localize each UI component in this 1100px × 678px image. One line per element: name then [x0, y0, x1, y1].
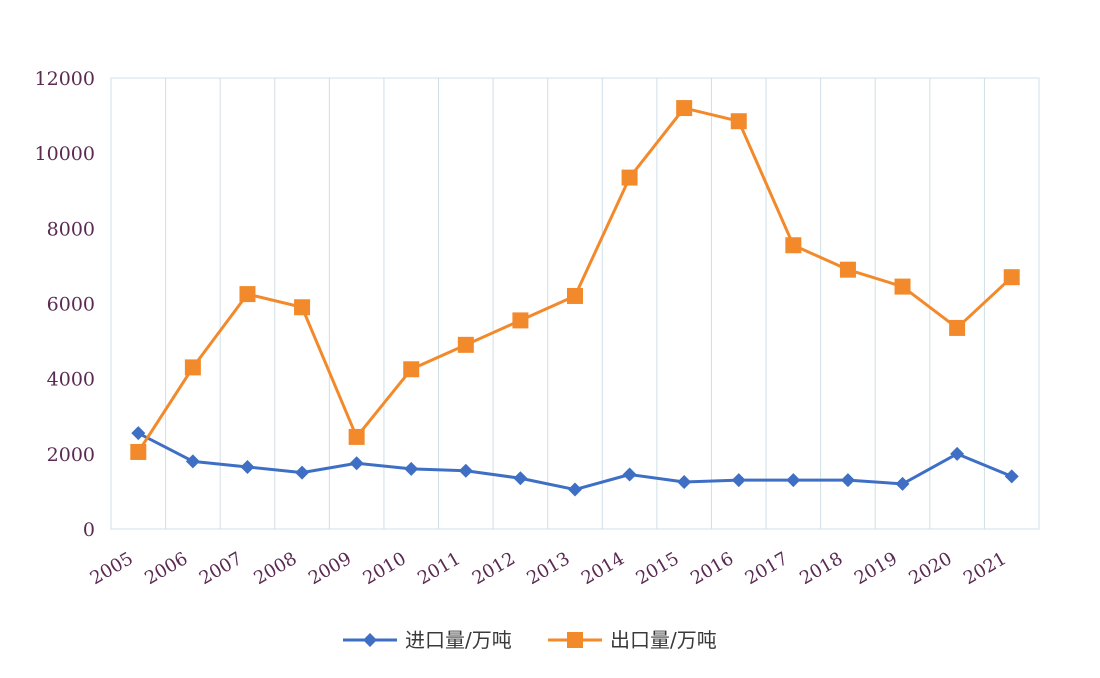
legend-marker [567, 632, 583, 648]
data-point [458, 463, 473, 478]
y-tick-label: 2000 [47, 444, 95, 466]
data-point [513, 471, 528, 486]
x-tick-label: 2015 [633, 548, 683, 589]
x-tick-label: 2020 [905, 548, 955, 589]
legend-marker [363, 633, 377, 647]
y-tick-label: 4000 [47, 369, 95, 391]
data-point [457, 336, 474, 353]
x-tick-label: 2018 [796, 548, 846, 589]
y-tick-label: 6000 [47, 294, 95, 316]
data-point [840, 473, 855, 488]
data-point [240, 459, 255, 474]
data-point [676, 100, 693, 117]
data-point [949, 319, 966, 336]
x-tick-label: 2012 [469, 548, 519, 589]
y-tick-label: 8000 [47, 218, 95, 240]
data-point [1003, 269, 1020, 286]
y-tick-label: 0 [83, 519, 95, 541]
data-point [295, 465, 310, 480]
data-point [950, 446, 965, 461]
data-point [403, 361, 420, 378]
data-point [185, 454, 200, 469]
x-tick-label: 2017 [742, 548, 792, 589]
legend-label: 出口量/万吨 [610, 628, 717, 652]
data-point [622, 467, 637, 482]
data-point [239, 286, 256, 303]
data-point [895, 476, 910, 491]
x-tick-label: 2016 [687, 548, 737, 589]
data-point [1004, 469, 1019, 484]
x-tick-label: 2021 [960, 548, 1010, 589]
legend-label: 进口量/万吨 [405, 628, 512, 652]
data-point [785, 237, 802, 254]
data-point [621, 169, 638, 186]
x-tick-label: 2008 [250, 548, 300, 589]
x-tick-label: 2010 [360, 548, 410, 589]
plot-area-frame [110, 77, 1040, 530]
data-point [786, 473, 801, 488]
data-point [839, 261, 856, 278]
y-tick-label: 10000 [35, 143, 95, 165]
x-tick-label: 2006 [141, 548, 191, 589]
data-point [730, 113, 747, 130]
x-tick-label: 2019 [851, 548, 901, 589]
data-point [677, 475, 692, 490]
series-line-1 [137, 431, 1013, 492]
data-point [348, 428, 365, 445]
data-point [349, 456, 364, 471]
x-tick-label: 2013 [523, 548, 573, 589]
data-point [894, 278, 911, 295]
data-point [184, 359, 201, 376]
x-tick-label: 2009 [305, 548, 355, 589]
x-tick-label: 2014 [578, 548, 628, 589]
data-point [404, 461, 419, 476]
series-layer [130, 100, 1020, 497]
data-point [731, 473, 746, 488]
y-tick-label: 12000 [35, 68, 95, 90]
series-line-2 [137, 106, 1013, 453]
x-tick-label: 2005 [87, 548, 137, 589]
data-point [568, 482, 582, 497]
data-point [294, 299, 311, 316]
data-point [512, 312, 529, 329]
legend: 进口量/万吨 出口量/万吨 [343, 628, 717, 652]
data-point [567, 287, 583, 304]
x-tick-label: 2007 [196, 548, 246, 589]
x-tick-label: 2011 [414, 548, 464, 589]
data-point [130, 443, 147, 460]
data-point [131, 426, 146, 441]
grid-layer [110, 77, 1040, 530]
